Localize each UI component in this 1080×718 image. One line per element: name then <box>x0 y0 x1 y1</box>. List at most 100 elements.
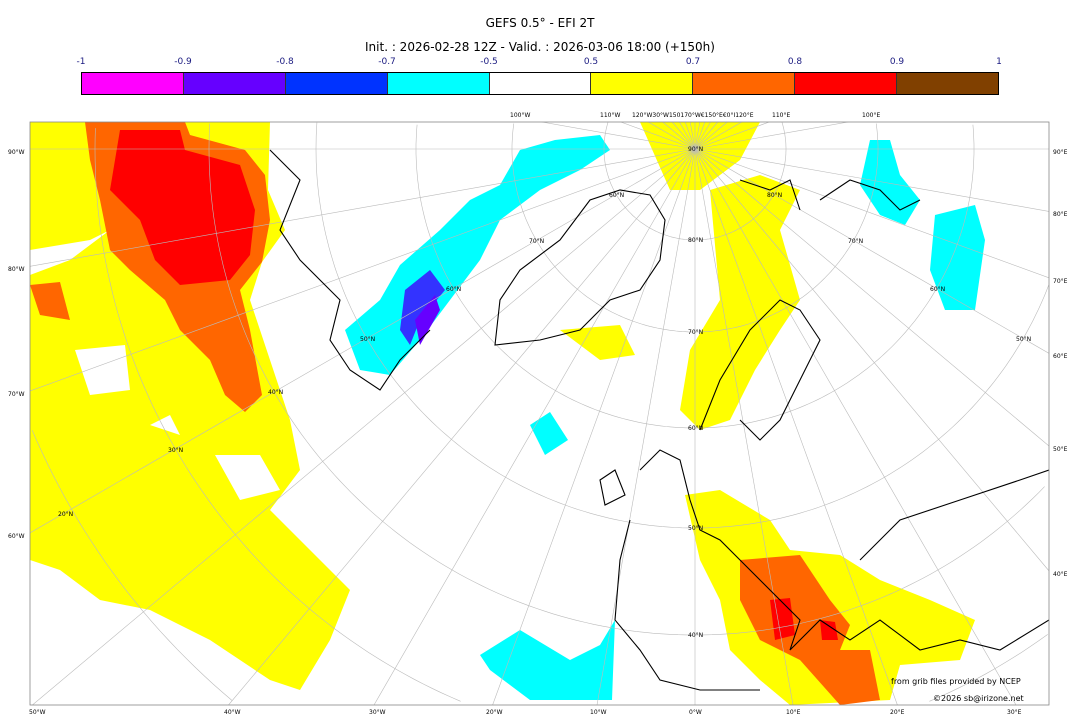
graticule-parallel <box>415 124 975 429</box>
colorbar-segment <box>795 73 898 94</box>
lat-label: 80°N <box>767 192 782 199</box>
lat-label: 90°N <box>688 146 703 153</box>
axis-bottom-label: 30°E <box>1007 709 1022 716</box>
axis-right-label: 50°E <box>1053 446 1068 453</box>
colorbar-segment <box>183 73 286 94</box>
graticule-meridian <box>694 122 718 150</box>
graticule-meridian <box>694 122 728 150</box>
colorbar-tick: 0.7 <box>685 57 701 67</box>
lat-label: 80°N <box>688 237 703 244</box>
map-frame <box>29 121 1050 706</box>
axis-left-label: 60°W <box>8 533 25 540</box>
axis-right-label: 80°E <box>1053 211 1068 218</box>
axis-left-label: 80°W <box>8 266 25 273</box>
lat-label: 50°N <box>688 525 703 532</box>
graticule-meridian <box>694 122 706 150</box>
field-yellow-europe <box>685 490 975 705</box>
graticule-parallel <box>208 123 1045 636</box>
axis-top-label: 120°W30°W150170°W€150°E€0°I120°E <box>632 112 754 119</box>
lat-label: 40°N <box>688 632 703 639</box>
colorbar-tick: -0.9 <box>174 57 192 67</box>
graticule-meridian <box>694 148 1049 572</box>
graticule-meridian <box>689 122 696 150</box>
graticule-meridian <box>694 122 770 150</box>
field-cyan-siberia <box>860 140 985 310</box>
graticule-meridian <box>694 148 1049 447</box>
graticule-meridian <box>672 122 696 150</box>
axis-bottom-label: 50°W <box>29 709 46 716</box>
map-title: GEFS 0.5° - EFI 2T <box>485 16 595 30</box>
lat-label: 60°N <box>688 425 703 432</box>
colorbar-tick: 0.5 <box>583 57 599 67</box>
axis-right-label: 90°E <box>1053 149 1068 156</box>
colorbar-segment <box>387 73 490 94</box>
field-yellow-atlantic <box>30 122 350 690</box>
axis-left-label: 90°W <box>8 149 25 156</box>
colorbar-tick: 1 <box>996 57 1002 67</box>
colorbar-tick: -0.8 <box>276 57 294 67</box>
graticule-meridian <box>694 122 849 150</box>
field-white-holes <box>30 230 280 500</box>
field-yellow-scandinavia <box>560 175 800 430</box>
colorbar-segment <box>897 73 999 94</box>
map-subtitle: Init. : 2026-02-28 12Z - Valid. : 2026-0… <box>365 40 715 54</box>
axis-bottom-label: 20°E <box>890 709 905 716</box>
graticule-meridian <box>596 148 696 705</box>
data-source-credit: from grib files provided by NCEP <box>891 677 1021 686</box>
graticule-meridian <box>679 122 696 150</box>
graticule-meridian <box>30 148 696 534</box>
colorbar-segment <box>489 73 592 94</box>
field-purple-labrador <box>415 295 440 345</box>
graticule-meridian <box>684 122 696 150</box>
coastlines <box>269 149 1049 691</box>
graticule-meridian <box>648 122 696 150</box>
axis-bottom-label: 40°W <box>224 709 241 716</box>
lat-label: 50°N <box>360 336 375 343</box>
axis-bottom-label: 10°W <box>590 709 607 716</box>
colorbar <box>81 72 999 95</box>
axis-bottom-label: 20°W <box>486 709 503 716</box>
lat-label: 60°N <box>609 192 624 199</box>
field-blue-labrador <box>400 270 445 345</box>
graticule-meridian <box>694 122 701 150</box>
axis-left-label: 70°W <box>8 391 25 398</box>
colorbar-tick: -0.5 <box>480 57 498 67</box>
field-cyan-atlantic <box>480 412 615 700</box>
field-red-italy <box>770 598 838 640</box>
graticule-parallel <box>315 122 1049 529</box>
lat-label: 30°N <box>168 447 183 454</box>
graticule-meridian <box>30 148 696 392</box>
axis-top-label: 110°W <box>600 112 620 119</box>
field-yellow-pole <box>640 122 760 190</box>
lat-label: 70°N <box>529 238 544 245</box>
axis-bottom-label: 10°E <box>786 709 801 716</box>
axis-top-label: 110°E <box>772 112 790 119</box>
colorbar-tick: -1 <box>76 57 86 67</box>
axis-top-label: 100°W <box>510 112 530 119</box>
graticule-meridian <box>694 148 1049 212</box>
copyright: ©2026 sb@irizone.net <box>933 694 1024 703</box>
graticule-meridian <box>620 122 696 150</box>
graticule-meridian <box>694 148 1049 279</box>
graticule-meridian <box>694 148 898 705</box>
graticule-meridian <box>694 148 1017 705</box>
graticule-meridian <box>541 122 696 150</box>
colorbar-segment <box>693 73 796 94</box>
graticule-meridian <box>492 148 696 705</box>
axis-right-label: 70°E <box>1053 278 1068 285</box>
lat-label: 60°N <box>446 286 461 293</box>
axis-bottom-label: 0°W <box>689 709 702 716</box>
graticule-parallel <box>94 128 1048 702</box>
axis-right-label: 40°E <box>1053 571 1068 578</box>
graticule-meridian <box>662 122 696 150</box>
colorbar-tick: 0.8 <box>787 57 803 67</box>
lat-label: 60°N <box>930 286 945 293</box>
graticule-meridian <box>228 148 696 705</box>
graticule-meridian <box>694 122 711 150</box>
graticule-meridian <box>694 122 742 150</box>
lat-label: 70°N <box>688 329 703 336</box>
axis-right-label: 60°E <box>1053 353 1068 360</box>
lat-label: 50°N <box>1016 336 1031 343</box>
graticule-meridian <box>694 148 794 705</box>
